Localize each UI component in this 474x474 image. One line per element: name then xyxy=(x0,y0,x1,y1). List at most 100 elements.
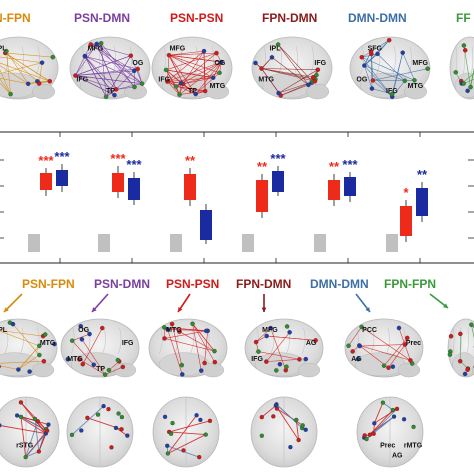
connection-edge xyxy=(261,57,273,69)
node-dot xyxy=(457,358,463,364)
bottom-brain-6 xyxy=(447,318,474,378)
connection-edge xyxy=(5,52,53,58)
node-dot xyxy=(115,357,121,363)
baseline-box xyxy=(28,234,40,252)
node-dot xyxy=(32,416,38,421)
connection-edge xyxy=(169,420,211,433)
node-dot xyxy=(362,433,367,438)
node-dot xyxy=(165,79,170,84)
connection-edge xyxy=(370,39,390,52)
connection-edge xyxy=(84,55,115,96)
connection-edge xyxy=(0,65,29,85)
connection-edge xyxy=(348,326,362,346)
connection-edge xyxy=(258,351,300,360)
node-dot xyxy=(91,362,97,368)
sulcus-line xyxy=(470,46,474,75)
node-dot xyxy=(297,357,302,362)
sulcus-line xyxy=(4,327,9,354)
connection-edge xyxy=(402,52,415,81)
region-label: TP xyxy=(106,88,115,95)
top-title-psn-dmn: PSN-DMN xyxy=(74,11,130,25)
blue-significance: *** xyxy=(54,149,70,164)
sulcus-line xyxy=(294,46,298,75)
node-dot xyxy=(132,84,137,90)
connection-edge xyxy=(0,62,43,74)
node-dot xyxy=(412,78,417,83)
connection-edge xyxy=(105,55,132,97)
node-dot xyxy=(69,338,75,343)
node-dot xyxy=(210,75,216,80)
region-label: AG xyxy=(392,452,403,459)
connection-edge xyxy=(82,327,103,365)
node-dot xyxy=(264,359,269,364)
node-dot xyxy=(346,343,351,349)
connection-edge xyxy=(20,416,27,458)
node-dot xyxy=(390,407,396,413)
sulcus-line xyxy=(408,46,412,75)
node-dot xyxy=(16,367,21,372)
node-dot xyxy=(380,400,386,405)
node-dot xyxy=(100,325,105,331)
node-dot xyxy=(35,419,40,424)
region-label: TP xyxy=(96,366,105,373)
connection-edge xyxy=(168,52,217,56)
node-dot xyxy=(372,421,377,426)
node-dot xyxy=(369,86,375,91)
blue-significance: *** xyxy=(270,151,286,166)
node-dot xyxy=(400,50,405,55)
node-dot xyxy=(116,411,121,416)
top-title-fpn-fpn: FF xyxy=(456,11,471,25)
connection-edge xyxy=(463,78,474,84)
node-dot xyxy=(310,74,316,80)
arrow-head xyxy=(4,307,9,312)
node-dot xyxy=(462,47,468,53)
node-dot xyxy=(370,78,376,83)
top-brain-3: MFG OG IFG TP MTG xyxy=(151,36,233,100)
connection-edge xyxy=(364,65,405,82)
region-label: MTG xyxy=(67,356,83,363)
connection-edge xyxy=(167,81,180,95)
region-label: IPL xyxy=(270,46,282,53)
connection-edge xyxy=(372,68,428,81)
region-label: IFG xyxy=(314,60,326,67)
connection-edge xyxy=(105,366,123,375)
node-dot xyxy=(198,417,203,423)
connection-edge xyxy=(255,327,271,343)
connection-edge xyxy=(116,83,143,90)
connection-edge xyxy=(373,402,384,424)
connection-edge xyxy=(192,323,215,352)
connection-edge xyxy=(388,344,406,368)
pointer-arrow-1 xyxy=(3,293,23,313)
node-dot xyxy=(102,372,108,377)
baseline-box xyxy=(242,234,254,252)
cerebellum xyxy=(201,362,225,378)
arrow-head xyxy=(443,303,448,308)
region-label: PCC xyxy=(362,327,377,334)
node-dot xyxy=(269,55,275,60)
red-box xyxy=(400,206,412,236)
connection-edge xyxy=(90,44,143,84)
connection-edge xyxy=(271,57,309,86)
bottom-brain-2: OG IFG MTG TP xyxy=(60,318,140,378)
connection-edge xyxy=(168,50,205,56)
bottom-title-dmn-dmn: DMN-DMN xyxy=(310,277,369,291)
connection-edge xyxy=(167,81,196,95)
connection-edge xyxy=(0,365,19,370)
red-significance: ** xyxy=(257,159,268,174)
region-label: OG xyxy=(214,60,225,67)
box-group-2: *** *** xyxy=(98,151,143,252)
region-label: MTG xyxy=(210,83,226,90)
node-dot xyxy=(103,94,109,100)
connection-edge xyxy=(0,56,43,63)
connection-edge xyxy=(167,329,183,375)
node-dot xyxy=(386,365,391,370)
node-dot xyxy=(190,321,195,326)
node-dot xyxy=(119,414,125,420)
node-dot xyxy=(359,324,364,330)
bottom-title-psn-fpn: PSN-FPN xyxy=(22,277,75,291)
region-label: MTG xyxy=(258,77,274,84)
cerebellum xyxy=(113,362,137,378)
node-dot xyxy=(453,70,458,75)
node-dot xyxy=(125,433,130,438)
sulcus-line xyxy=(80,46,84,75)
